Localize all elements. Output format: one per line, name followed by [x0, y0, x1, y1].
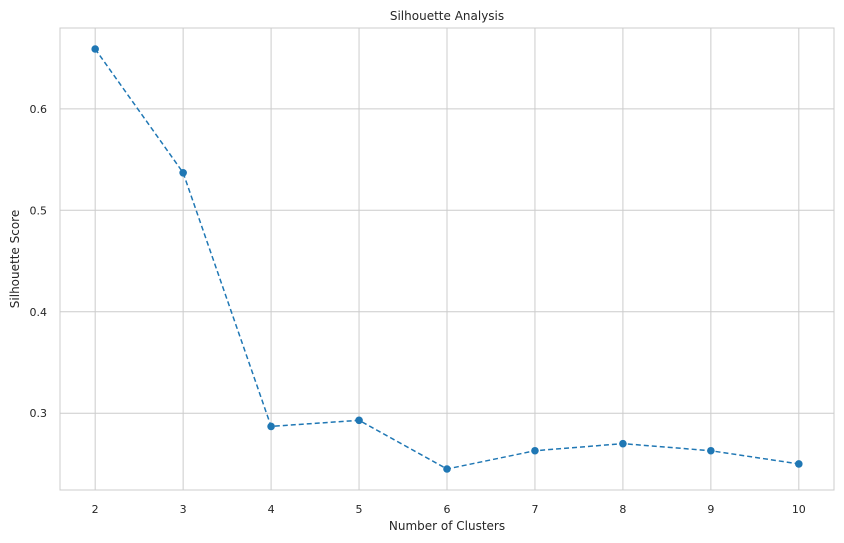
data-point	[443, 465, 451, 473]
y-tick-label: 0.4	[30, 306, 48, 319]
data-point	[267, 422, 275, 431]
chart-title: Silhouette Analysis	[390, 9, 504, 23]
x-tick-label: 9	[707, 503, 714, 516]
x-tick-label: 4	[268, 503, 275, 516]
x-tick-label: 8	[619, 503, 626, 516]
data-point	[619, 439, 627, 448]
plot-area-frame	[59, 27, 835, 491]
x-tick-label: 7	[531, 503, 538, 516]
data-point	[707, 446, 715, 455]
x-tick-label: 6	[444, 503, 451, 516]
y-tick-label: 0.6	[30, 103, 48, 116]
data-point	[91, 45, 99, 53]
data-point	[179, 168, 187, 177]
x-tick-label: 5	[356, 503, 363, 516]
y-tick-label: 0.5	[30, 204, 48, 217]
x-tick-label: 2	[92, 503, 99, 516]
y-axis-title: Silhouette Score	[8, 210, 22, 308]
points-layer	[91, 45, 803, 473]
grid-layer	[60, 28, 834, 490]
x-tick-label: 10	[792, 503, 806, 516]
y-tick-label: 0.3	[30, 407, 48, 420]
data-point	[531, 446, 539, 455]
data-point	[795, 460, 803, 468]
y-tick-labels: 0.3 0.4 0.5 0.6	[30, 103, 48, 420]
x-tick-labels: 2 3 4 5 6 7 8 9 10	[92, 503, 806, 516]
x-axis-title: Number of Clusters	[389, 519, 505, 533]
data-point	[355, 416, 363, 425]
x-tick-label: 3	[180, 503, 187, 516]
